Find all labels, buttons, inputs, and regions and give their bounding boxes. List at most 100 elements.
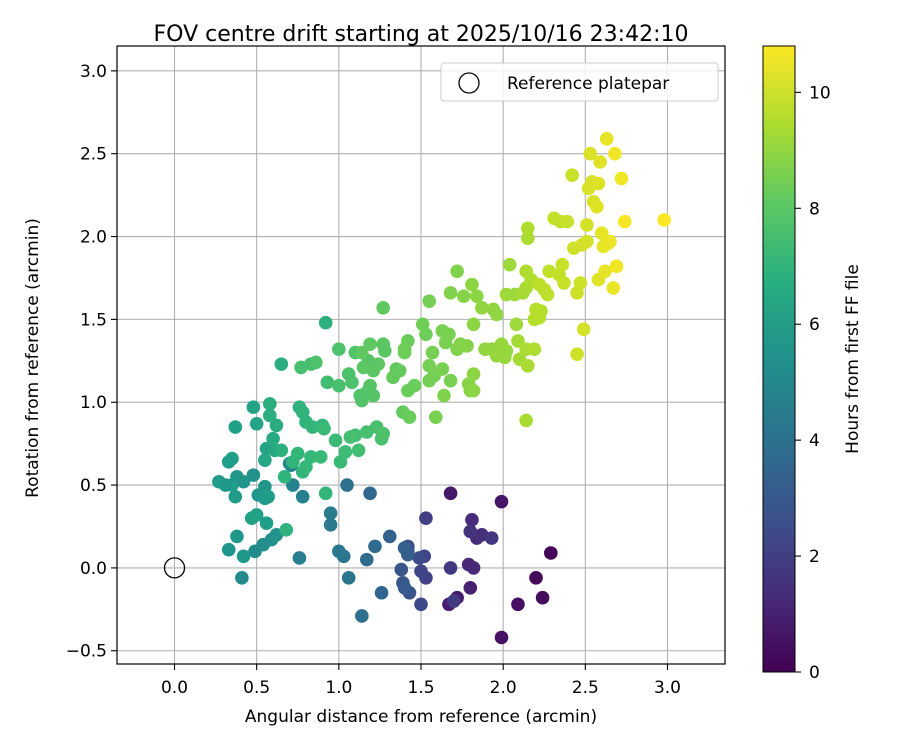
data-points [212,131,671,645]
data-point [246,400,261,414]
data-point [266,431,280,446]
colorbar-tick-label: 0 [809,663,820,683]
data-point [313,450,328,464]
data-point [425,345,440,360]
data-point [443,561,458,575]
data-point [463,580,478,595]
data-point [414,564,428,579]
data-point [463,524,478,539]
colorbar-tick-label: 8 [809,199,820,219]
data-point [279,522,294,537]
data-point [397,541,412,555]
data-point [394,562,409,577]
legend-marker [458,72,480,94]
colorbar-tick-label: 6 [809,315,820,335]
data-point [332,342,346,357]
data-point [318,315,333,330]
data-point [378,344,392,358]
data-point [519,413,533,428]
data-point [230,529,244,544]
data-point [414,597,428,612]
data-point [560,214,575,229]
data-point [371,357,386,371]
data-point [419,511,433,525]
data-point [484,531,499,545]
data-point [392,363,407,378]
data-point [511,334,525,348]
data-point [356,360,371,375]
data-point [397,342,412,357]
data-point [494,630,509,645]
data-point [359,552,374,567]
x-tick-label: 3.0 [654,678,681,698]
data-point [583,146,598,161]
data-point [475,300,489,315]
data-point [269,418,284,433]
data-point [221,455,236,469]
x-tick-label: 0.5 [243,678,270,698]
data-point [470,289,484,303]
legend-box [440,62,719,102]
data-point [443,286,458,300]
data-point [376,426,391,441]
data-point [235,571,249,585]
data-point [456,289,471,303]
data-point [332,378,346,393]
data-point [443,486,458,501]
x-tick-label: 0.0 [161,678,188,698]
data-point [323,506,338,521]
data-point [402,410,417,424]
legend-label: Reference platepar [507,74,669,94]
data-point [218,478,233,492]
y-tick-label: 2.0 [80,228,107,248]
data-point [277,469,292,484]
data-point [557,276,571,290]
data-point [363,378,377,393]
data-point [228,420,243,434]
data-point [617,214,632,229]
data-point [573,276,588,290]
data-point [295,489,310,504]
data-point [368,539,382,554]
data-point [428,410,443,424]
data-point [351,443,366,458]
data-point [466,367,481,381]
data-point [521,221,535,236]
data-point [286,478,300,492]
data-point [529,571,543,585]
data-point [511,597,525,612]
data-point [465,277,479,292]
data-point [249,416,264,431]
data-point [442,327,456,342]
data-point [236,474,251,489]
data-point [419,327,433,342]
colorbar-gradient [762,45,796,673]
data-point [343,430,358,444]
data-point [599,131,614,146]
data-point [521,358,535,373]
data-point [412,551,427,565]
data-point [323,518,338,532]
x-tick-label: 1.0 [325,678,352,698]
data-point [304,450,318,464]
data-point [259,516,274,530]
data-point [657,213,671,227]
colorbar-tick-label: 4 [809,431,820,451]
data-point [540,287,555,302]
colorbar-tick-label: 10 [809,83,831,103]
data-point [606,281,621,295]
data-point [603,234,617,249]
data-point [608,146,622,161]
data-point [460,339,474,353]
data-point [292,551,307,565]
data-point [363,337,377,352]
data-point [614,171,629,186]
data-point [236,549,251,564]
data-point [340,478,354,492]
data-point [499,344,514,358]
legend: Reference platepar [440,62,719,102]
data-point [332,544,346,559]
data-point [443,373,458,388]
data-point [221,542,236,557]
